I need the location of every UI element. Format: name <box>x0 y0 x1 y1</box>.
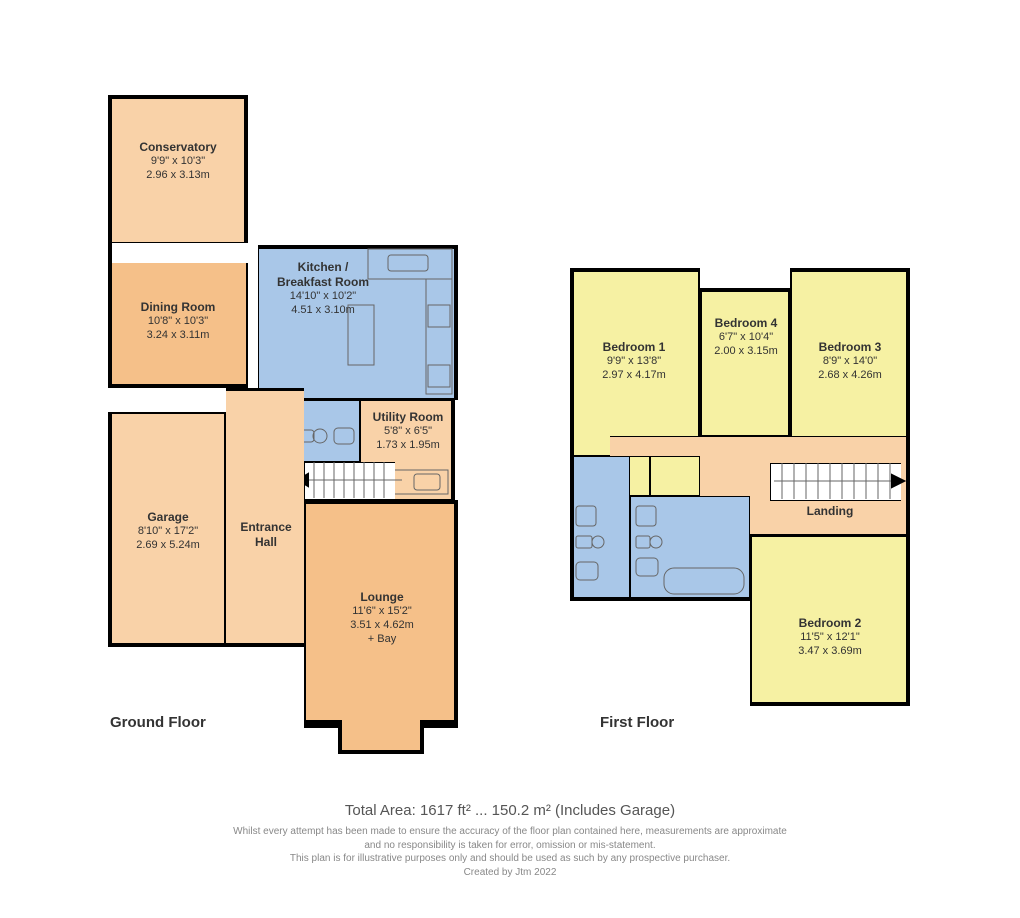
name-landing: Landing <box>760 504 900 519</box>
floor-label-first: First Floor <box>600 714 674 731</box>
dim-kitchen-met: 4.51 x 3.10m <box>258 304 388 318</box>
dim-conservatory-met: 2.96 x 3.13m <box>108 169 248 183</box>
label-bed2: Bedroom 2 11'5" x 12'1" 3.47 x 3.69m <box>760 616 900 659</box>
bath-fixtures <box>630 496 750 601</box>
name-bed3: Bedroom 3 <box>780 340 920 355</box>
room-bed4 <box>700 288 790 436</box>
footer-area: Total Area: 1617 ft² ... 150.2 m² (Inclu… <box>0 802 1020 819</box>
dim-utility-met: 1.73 x 1.95m <box>338 439 478 453</box>
footer: Total Area: 1617 ft² ... 150.2 m² (Inclu… <box>0 802 1020 879</box>
floor-plan-stage: Conservatory 9'9" x 10'3" 2.96 x 3.13m D… <box>0 0 1020 918</box>
footer-disclaimer3: This plan is for illustrative purposes o… <box>0 852 1020 866</box>
label-bed3: Bedroom 3 8'9" x 14'0" 2.68 x 4.26m <box>780 340 920 383</box>
label-kitchen: Kitchen / Breakfast Room 14'10" x 10'2" … <box>258 260 388 318</box>
floor-label-ground: Ground Floor <box>110 714 206 731</box>
dim-bed2-imp: 11'5" x 12'1" <box>760 631 900 645</box>
footer-credit: Created by Jtm 2022 <box>0 866 1020 880</box>
room-bay <box>338 720 424 754</box>
dim-bed1-met: 2.97 x 4.17m <box>564 369 704 383</box>
label-landing: Landing <box>760 504 900 519</box>
footer-disclaimer1: Whilst every attempt has been made to en… <box>0 825 1020 839</box>
name-utility: Utility Room <box>338 410 478 425</box>
label-conservatory: Conservatory 9'9" x 10'3" 2.96 x 3.13m <box>108 140 248 183</box>
dim-lounge-imp: 11'6" x 15'2" <box>312 605 452 619</box>
name-kitchen: Kitchen / Breakfast Room <box>258 260 388 290</box>
dim-dining-imp: 10'8" x 10'3" <box>108 315 248 329</box>
dim-bed2-met: 3.47 x 3.69m <box>760 645 900 659</box>
room-cupb2 <box>650 456 700 496</box>
dim-dining-met: 3.24 x 3.11m <box>108 329 248 343</box>
room-lounge-right <box>424 720 458 728</box>
dim-bed3-met: 2.68 x 4.26m <box>780 369 920 383</box>
ensuite-fixtures <box>570 456 630 601</box>
label-utility: Utility Room 5'8" x 6'5" 1.73 x 1.95m <box>338 410 478 453</box>
name-dining: Dining Room <box>108 300 248 315</box>
name-bed2: Bedroom 2 <box>760 616 900 631</box>
name-lounge: Lounge <box>312 590 452 605</box>
outline-segment <box>108 243 112 263</box>
name-conservatory: Conservatory <box>108 140 248 155</box>
dim-utility-imp: 5'8" x 6'5" <box>338 425 478 439</box>
label-lounge: Lounge 11'6" x 15'2" 3.51 x 4.62m + Bay <box>312 590 452 646</box>
dim-lounge-met: 3.51 x 4.62m + Bay <box>312 619 452 647</box>
footer-disclaimer2: and no responsibility is taken for error… <box>0 839 1020 853</box>
label-dining: Dining Room 10'8" x 10'3" 3.24 x 3.11m <box>108 300 248 343</box>
room-lounge-left <box>304 720 338 728</box>
dim-kitchen-imp: 14'10" x 10'2" <box>258 290 388 304</box>
stairs-first-lines <box>770 463 920 499</box>
stairs-ground-lines <box>304 462 424 498</box>
room-hall <box>226 388 304 647</box>
dim-conservatory-imp: 9'9" x 10'3" <box>108 155 248 169</box>
dim-bed3-imp: 8'9" x 14'0" <box>780 355 920 369</box>
room-landing2 <box>610 436 700 456</box>
